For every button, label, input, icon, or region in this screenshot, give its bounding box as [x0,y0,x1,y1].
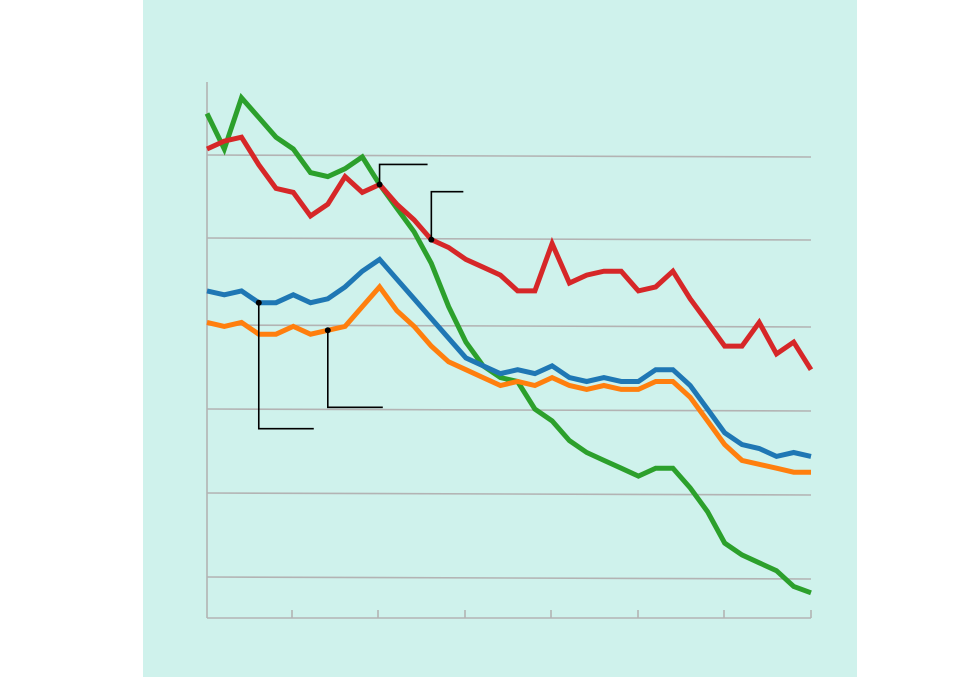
series-line-2 [205,134,814,372]
gridline-5 [206,492,812,496]
callout-dot-2 [428,236,435,243]
gridline-2 [206,237,812,241]
gridlines [206,154,812,580]
callout-dot-1 [376,181,383,188]
series-line-4 [206,282,811,475]
chart-panel [143,0,857,677]
series-line-3 [206,256,812,460]
gridline-1 [206,154,812,158]
annotation-callouts [255,163,464,430]
gridline-4 [206,408,812,412]
series-line-1 [204,92,812,596]
callout-line-1 [378,163,428,185]
callout-dot-4 [324,327,331,334]
gridline-6 [206,576,812,580]
callout-dot-3 [255,299,262,306]
callout-line-4 [326,330,383,409]
callout-line-3 [257,302,314,430]
callout-line-2 [430,190,464,240]
axes [206,82,812,619]
series-lines [204,92,814,596]
